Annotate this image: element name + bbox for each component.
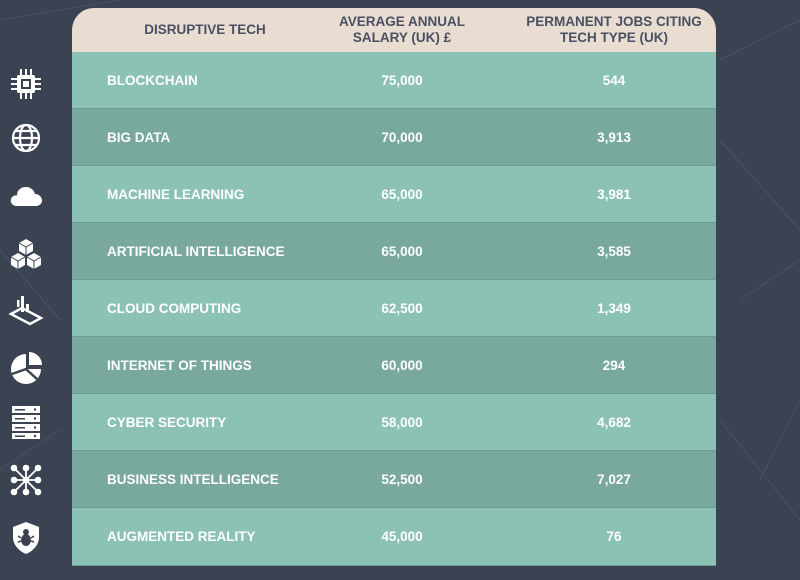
salary-value: 58,000 [381,415,423,430]
table-row: MACHINE LEARNING 65,000 3,981 [72,166,716,223]
tech-name: AUGMENTED REALITY [107,529,256,544]
salary-value: 65,000 [381,187,423,202]
cubes-icon [6,234,46,274]
tech-name: CLOUD COMPUTING [107,301,242,316]
server-rack-icon [6,402,46,442]
tech-name: INTERNET OF THINGS [107,358,252,373]
header-disruptive-tech: DISRUPTIVE TECH [144,22,266,37]
table-header: DISRUPTIVE TECH AVERAGE ANNUAL SALARY (U… [72,8,716,52]
network-nodes-icon [6,460,46,500]
chip-icon [6,64,46,104]
table-row: BIG DATA 70,000 3,913 [72,109,716,166]
table-row: BUSINESS INTELLIGENCE 52,500 7,027 [72,451,716,508]
jobs-value: 3,913 [597,130,631,145]
tech-name: BUSINESS INTELLIGENCE [107,472,279,487]
jobs-value: 4,682 [597,415,631,430]
jobs-value: 1,349 [597,301,631,316]
pie-chart-icon [6,348,46,388]
table-row: AUGMENTED REALITY 45,000 76 [72,508,716,566]
table-row: CYBER SECURITY 58,000 4,682 [72,394,716,451]
jobs-value: 294 [602,358,626,373]
tech-name: BIG DATA [107,130,171,145]
jobs-value: 3,981 [597,187,631,202]
table-row: CLOUD COMPUTING 62,500 1,349 [72,280,716,337]
salary-value: 65,000 [381,244,423,259]
tech-name: CYBER SECURITY [107,415,227,430]
header-average-salary: AVERAGE ANNUAL SALARY (UK) £ [338,14,465,45]
table-row: ARTIFICIAL INTELLIGENCE 65,000 3,585 [72,223,716,280]
touch-device-icon [6,290,46,330]
tech-name: ARTIFICIAL INTELLIGENCE [107,244,285,259]
salary-value: 70,000 [381,130,423,145]
jobs-value: 544 [602,73,626,88]
salary-value: 52,500 [381,472,423,487]
header-permanent-jobs: PERMANENT JOBS CITING TECH TYPE (UK) [526,14,702,45]
salary-table: DISRUPTIVE TECH AVERAGE ANNUAL SALARY (U… [72,8,716,574]
salary-value: 45,000 [381,529,423,544]
table-row: BLOCKCHAIN 75,000 544 [72,52,716,109]
jobs-value: 76 [606,529,622,544]
globe-icon [6,118,46,158]
salary-value: 60,000 [381,358,423,373]
tech-name: MACHINE LEARNING [107,187,245,202]
jobs-value: 7,027 [597,472,631,487]
jobs-value: 3,585 [597,244,631,259]
table-row: INTERNET OF THINGS 60,000 294 [72,337,716,394]
salary-value: 75,000 [381,73,423,88]
icon-column [0,52,56,580]
cloud-icon [6,176,46,216]
bug-shield-icon [6,518,46,558]
salary-value: 62,500 [381,301,423,316]
tech-name: BLOCKCHAIN [107,73,198,88]
